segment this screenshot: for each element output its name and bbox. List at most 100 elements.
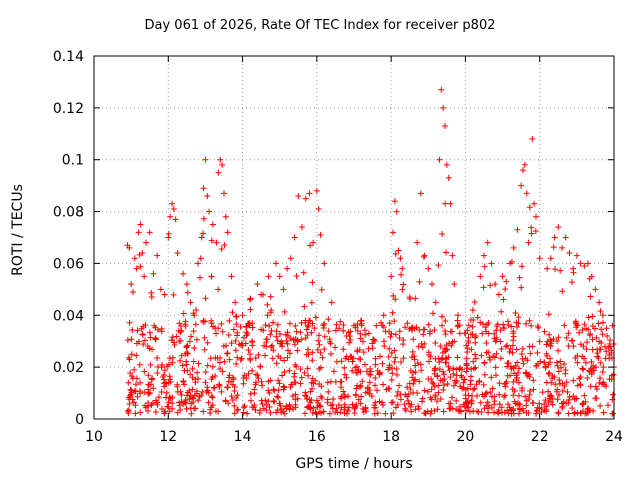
data-point bbox=[456, 365, 463, 372]
data-point bbox=[332, 327, 339, 334]
data-point bbox=[402, 407, 409, 414]
data-point bbox=[240, 409, 247, 416]
data-point bbox=[484, 399, 491, 406]
data-point bbox=[397, 359, 404, 366]
data-point bbox=[220, 343, 227, 350]
x-tick-label: 14 bbox=[234, 429, 252, 445]
data-point bbox=[600, 364, 607, 371]
data-point bbox=[577, 341, 584, 348]
data-point bbox=[550, 244, 557, 251]
data-point bbox=[169, 334, 176, 341]
data-point bbox=[571, 410, 578, 417]
data-point bbox=[257, 363, 264, 370]
data-point bbox=[481, 360, 488, 367]
data-point bbox=[361, 361, 368, 368]
data-point bbox=[321, 320, 328, 327]
data-point bbox=[594, 350, 601, 357]
data-point bbox=[396, 335, 403, 341]
data-point bbox=[317, 393, 324, 400]
data-point bbox=[274, 337, 281, 344]
data-point bbox=[551, 234, 558, 241]
data-point bbox=[345, 329, 352, 336]
data-point bbox=[407, 386, 414, 393]
data-point bbox=[392, 250, 399, 257]
data-point bbox=[553, 359, 560, 366]
data-point bbox=[496, 380, 503, 387]
data-point bbox=[461, 376, 468, 383]
data-point bbox=[127, 386, 134, 393]
data-point bbox=[222, 213, 229, 220]
data-point bbox=[376, 353, 383, 360]
data-point bbox=[534, 349, 541, 356]
data-point bbox=[224, 350, 231, 357]
data-point bbox=[380, 312, 387, 319]
data-point bbox=[576, 329, 583, 336]
data-point bbox=[161, 291, 168, 298]
data-point bbox=[248, 397, 254, 404]
data-point bbox=[128, 387, 135, 394]
data-point bbox=[281, 410, 288, 417]
data-point bbox=[463, 361, 470, 368]
data-point bbox=[431, 365, 438, 372]
data-point bbox=[485, 320, 492, 327]
data-point bbox=[435, 389, 442, 396]
data-point bbox=[284, 354, 291, 361]
data-point bbox=[442, 359, 449, 366]
data-point bbox=[389, 365, 396, 372]
data-point bbox=[380, 324, 387, 331]
data-point bbox=[502, 286, 509, 293]
data-point bbox=[597, 402, 604, 409]
data-point bbox=[483, 389, 490, 396]
data-point bbox=[369, 340, 376, 347]
data-point bbox=[424, 388, 431, 395]
data-point bbox=[191, 345, 198, 352]
data-point bbox=[553, 337, 560, 344]
data-point bbox=[307, 388, 314, 395]
data-point bbox=[545, 388, 552, 395]
data-point bbox=[598, 326, 605, 333]
data-points bbox=[124, 86, 617, 417]
data-point bbox=[391, 358, 398, 365]
data-point bbox=[454, 354, 461, 361]
data-point bbox=[357, 318, 364, 325]
data-point bbox=[362, 331, 369, 338]
data-point bbox=[257, 407, 264, 414]
data-point bbox=[175, 327, 182, 334]
data-point bbox=[562, 234, 569, 241]
data-point bbox=[250, 404, 257, 411]
data-point bbox=[419, 395, 426, 402]
data-point bbox=[345, 393, 352, 400]
data-point bbox=[487, 282, 494, 289]
data-point bbox=[204, 362, 211, 369]
data-point bbox=[528, 230, 535, 237]
data-point bbox=[585, 260, 591, 267]
data-point bbox=[277, 340, 284, 347]
data-point bbox=[343, 374, 350, 381]
data-point bbox=[399, 286, 406, 293]
data-point bbox=[481, 263, 488, 270]
data-point bbox=[137, 263, 144, 270]
data-point bbox=[469, 331, 476, 338]
data-point bbox=[465, 322, 472, 329]
data-point bbox=[356, 383, 363, 390]
data-point bbox=[526, 391, 533, 398]
data-point bbox=[565, 410, 572, 417]
data-point bbox=[245, 347, 252, 354]
data-point bbox=[453, 372, 460, 379]
data-point bbox=[492, 364, 499, 371]
data-point bbox=[189, 365, 196, 372]
data-point bbox=[326, 410, 333, 417]
data-point bbox=[592, 364, 599, 371]
data-point bbox=[565, 342, 572, 349]
data-point bbox=[434, 406, 441, 413]
data-point bbox=[325, 388, 332, 395]
data-point bbox=[412, 368, 419, 375]
data-point bbox=[293, 272, 300, 279]
data-point bbox=[589, 313, 596, 320]
data-point bbox=[247, 390, 254, 397]
data-point bbox=[374, 410, 381, 417]
data-point bbox=[200, 408, 207, 415]
data-point bbox=[131, 255, 138, 262]
data-point bbox=[458, 366, 465, 373]
data-point bbox=[569, 405, 576, 412]
